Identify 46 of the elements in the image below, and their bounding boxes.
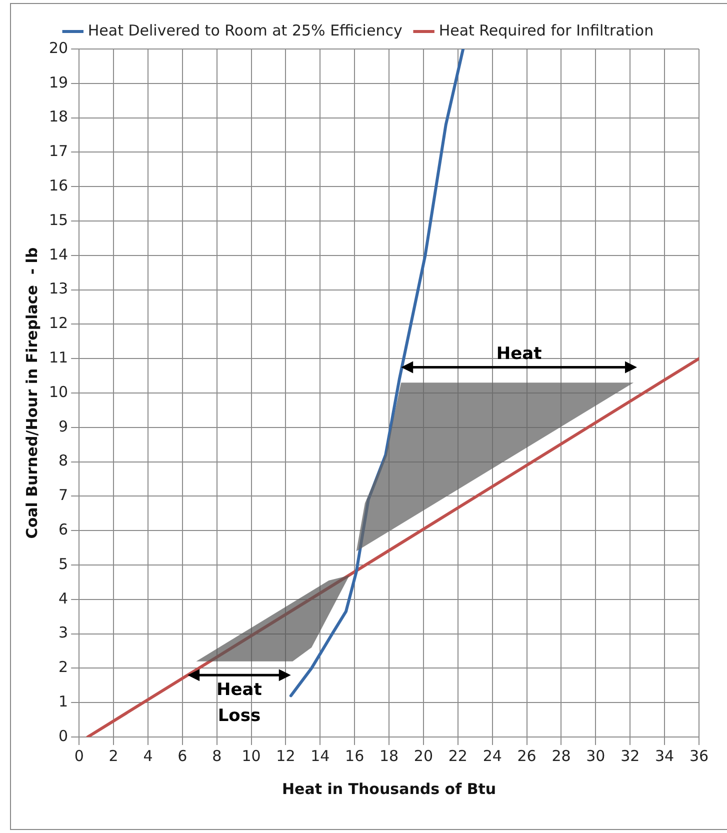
y-tick-label: 5 <box>58 554 68 573</box>
x-tick-label: 30 <box>586 746 606 765</box>
annotation: Heat <box>496 344 542 364</box>
x-tick-label: 16 <box>345 746 364 765</box>
y-tick-label: 18 <box>48 108 68 126</box>
y-tick-label: 3 <box>58 624 68 642</box>
y-tick-label: 1 <box>58 692 68 710</box>
y-tick-label: 10 <box>48 382 68 401</box>
x-tick-label: 22 <box>448 746 468 765</box>
y-tick-label: 8 <box>58 452 68 470</box>
annotation: Heat Loss <box>216 680 262 726</box>
x-tick-label: 24 <box>482 746 502 765</box>
y-tick-label: 15 <box>48 210 68 229</box>
x-tick-label: 4 <box>143 746 153 765</box>
x-tick-label: 14 <box>310 746 330 765</box>
y-tick-label: 7 <box>58 486 68 504</box>
y-tick-label: 11 <box>48 348 68 366</box>
x-tick-label: 34 <box>655 746 674 765</box>
x-tick-label: 20 <box>414 746 434 765</box>
y-tick-label: 12 <box>48 314 68 332</box>
y-tick-label: 9 <box>58 417 68 436</box>
x-tick-label: 2 <box>108 746 118 765</box>
y-axis-title: Coal Burned/Hour in Fireplace - lb <box>22 247 41 539</box>
y-tick-label: 19 <box>48 73 68 92</box>
x-tick-label: 18 <box>379 746 399 765</box>
x-tick-label: 6 <box>178 746 188 765</box>
y-tick-label: 6 <box>58 520 68 538</box>
x-axis-title: Heat in Thousands of Btu <box>282 780 496 798</box>
y-tick-label: 0 <box>58 726 68 745</box>
x-tick-label: 28 <box>552 746 571 765</box>
legend-label: Heat Delivered to Room at 25% Efficiency <box>88 21 402 40</box>
y-tick-label: 16 <box>48 176 68 194</box>
y-tick-label: 4 <box>58 589 68 608</box>
y-tick-label: 14 <box>48 245 68 264</box>
legend-label: Heat Required for Infiltration <box>438 21 654 40</box>
x-tick-label: 8 <box>212 746 222 765</box>
y-tick-label: 2 <box>58 658 68 676</box>
x-tick-label: 12 <box>276 746 296 765</box>
x-tick-label: 10 <box>242 746 261 765</box>
y-tick-label: 13 <box>48 280 68 298</box>
x-tick-label: 26 <box>517 746 536 765</box>
y-tick-label: 17 <box>48 142 68 160</box>
y-tick-label: 20 <box>48 38 68 57</box>
x-tick-label: 32 <box>620 746 640 765</box>
x-tick-label: 0 <box>74 746 84 765</box>
x-tick-label: 36 <box>689 746 709 765</box>
